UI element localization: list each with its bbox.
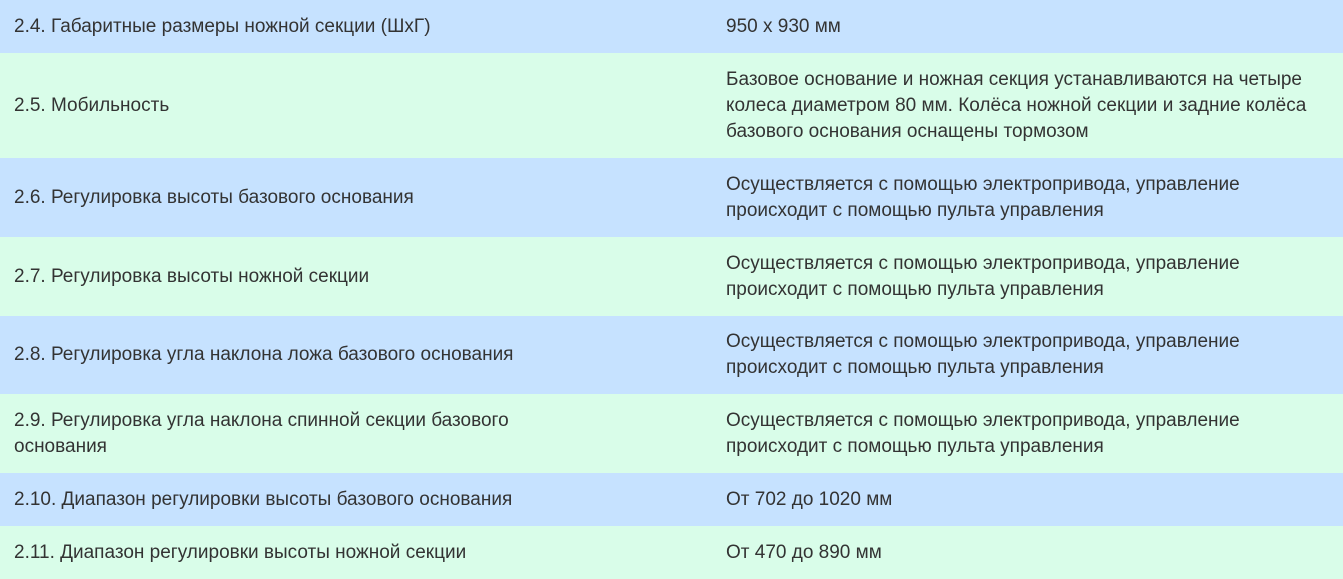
table-row: 2.10. Диапазон регулировки высоты базово… [0, 473, 1343, 526]
spec-value: От 702 до 1020 мм [726, 473, 1343, 526]
spec-value: Осуществляется с помощью электропривода,… [726, 158, 1343, 237]
table-row: 2.7. Регулировка высоты ножной секции Ос… [0, 237, 1343, 316]
spec-value: Базовое основание и ножная секция устана… [726, 53, 1343, 158]
table-row: 2.4. Габаритные размеры ножной секции (Ш… [0, 0, 1343, 53]
spec-label: 2.10. Диапазон регулировки высоты базово… [0, 473, 726, 526]
table-row: 2.5. Мобильность Базовое основание и нож… [0, 53, 1343, 158]
spec-value: Осуществляется с помощью электропривода,… [726, 394, 1343, 473]
spec-value: Осуществляется с помощью электропривода,… [726, 237, 1343, 316]
table-row: 2.9. Регулировка угла наклона спинной се… [0, 394, 1343, 473]
table-row: 2.11. Диапазон регулировки высоты ножной… [0, 526, 1343, 579]
spec-label: 2.8. Регулировка угла наклона ложа базов… [0, 316, 726, 394]
spec-value: От 470 до 890 мм [726, 526, 1343, 579]
table-row: 2.8. Регулировка угла наклона ложа базов… [0, 316, 1343, 394]
spec-label: 2.7. Регулировка высоты ножной секции [0, 237, 726, 316]
spec-label: 2.6. Регулировка высоты базового основан… [0, 158, 726, 237]
spec-label: 2.4. Габаритные размеры ножной секции (Ш… [0, 0, 726, 53]
spec-label: 2.5. Мобильность [0, 53, 726, 158]
spec-value: Осуществляется с помощью электропривода,… [726, 316, 1343, 394]
spec-label: 2.11. Диапазон регулировки высоты ножной… [0, 526, 726, 579]
spec-value: 950 х 930 мм [726, 0, 1343, 53]
spec-label: 2.9. Регулировка угла наклона спинной се… [0, 394, 726, 473]
table-row: 2.6. Регулировка высоты базового основан… [0, 158, 1343, 237]
